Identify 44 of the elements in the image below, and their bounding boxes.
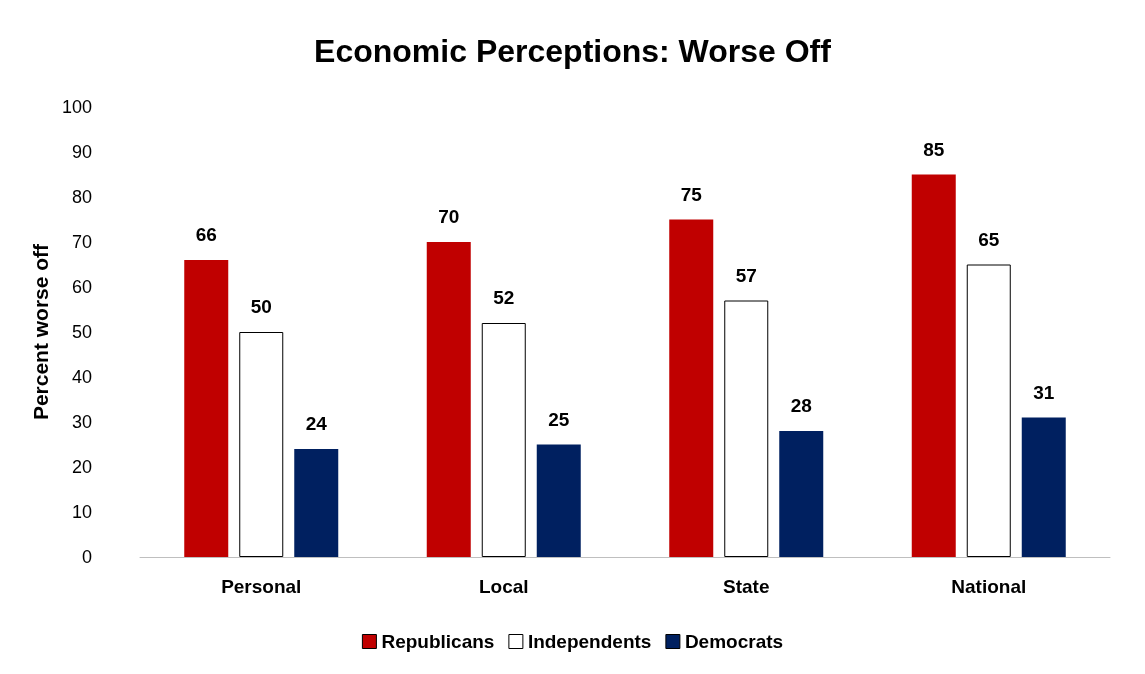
- x-tick-label: Personal: [221, 576, 302, 597]
- data-label: 52: [493, 287, 515, 308]
- bar: [1021, 417, 1066, 557]
- data-label: 50: [250, 296, 272, 317]
- bar: [779, 431, 824, 557]
- y-axis-title: Percent worse off: [29, 242, 53, 421]
- y-tick-label: 30: [71, 412, 92, 432]
- bar: [294, 449, 339, 557]
- y-tick-label: 90: [71, 142, 92, 162]
- bar: [911, 174, 956, 557]
- y-tick-label: 10: [71, 502, 92, 522]
- bar: [669, 219, 714, 557]
- y-tick-label: 80: [71, 187, 92, 207]
- data-label: 85: [923, 138, 945, 160]
- bar: [966, 264, 1011, 557]
- y-tick-label: 0: [81, 547, 92, 567]
- legend-label: Democrats: [684, 631, 784, 652]
- y-tick-label: 60: [71, 277, 92, 297]
- y-tick-label: 40: [71, 367, 92, 387]
- x-tick-label: National: [951, 576, 1027, 597]
- data-label: 25: [548, 408, 570, 430]
- data-label: 28: [790, 395, 812, 416]
- y-tick-label: 20: [71, 457, 92, 477]
- y-tick-label: 100: [61, 97, 92, 117]
- chart-title: Economic Perceptions: Worse Off: [314, 33, 832, 69]
- x-tick-label: Local: [478, 576, 529, 597]
- bar: [426, 242, 471, 557]
- bar: [724, 300, 769, 557]
- data-label: 75: [680, 183, 703, 205]
- bar: [481, 323, 526, 557]
- legend-label: Republicans: [381, 631, 495, 652]
- bar: [239, 332, 284, 557]
- data-label: 66: [195, 224, 217, 245]
- x-tick-label: State: [723, 576, 770, 597]
- data-label: 24: [305, 413, 328, 434]
- legend-label: Independents: [527, 631, 652, 652]
- bar: [184, 260, 229, 557]
- data-label: 31: [1033, 381, 1055, 403]
- data-label: 57: [735, 264, 757, 286]
- y-tick-label: 70: [71, 232, 92, 252]
- bar: [536, 444, 581, 557]
- y-tick-label: 50: [71, 322, 92, 342]
- data-label: 65: [978, 228, 1000, 250]
- data-label: 70: [438, 206, 460, 227]
